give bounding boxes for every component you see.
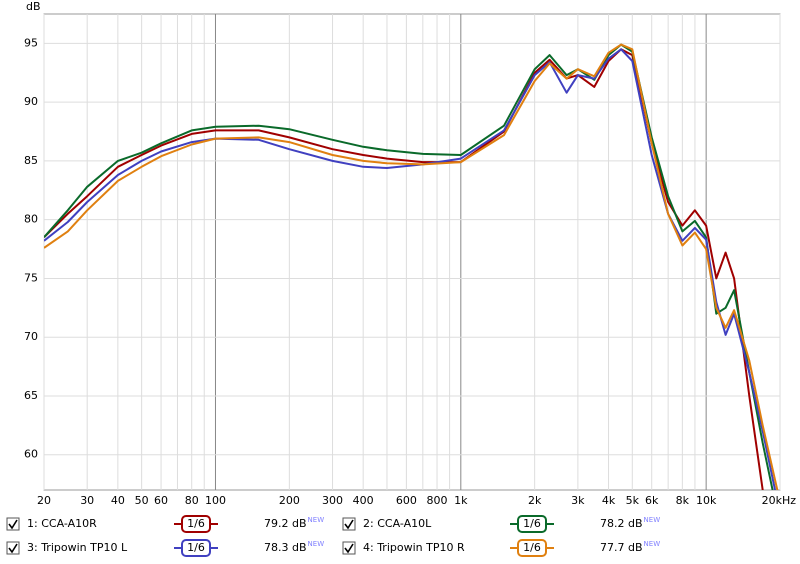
x-tick-label: 40 <box>111 494 125 507</box>
x-tick-label: 2k <box>528 494 542 507</box>
x-tick-label: 80 <box>185 494 199 507</box>
legend-badge: NEW <box>308 516 325 524</box>
x-tick-label: 200 <box>279 494 300 507</box>
x-tick-label: 10k <box>696 494 717 507</box>
x-tick-label: 300 <box>322 494 343 507</box>
x-tick-label: 20 <box>37 494 51 507</box>
legend-level: 78.3 dB <box>264 541 307 554</box>
y-tick-label: 85 <box>24 154 38 167</box>
smoothing-box[interactable] <box>517 515 547 533</box>
y-tick-label: 75 <box>24 271 38 284</box>
y-tick-label: 65 <box>24 389 38 402</box>
x-tick-label: 60 <box>154 494 168 507</box>
legend-name: 1: CCA-A10R <box>27 517 97 530</box>
x-tick-label: 20kHz <box>762 494 797 507</box>
x-tick-label: 400 <box>353 494 374 507</box>
legend-checkbox[interactable] <box>342 517 356 531</box>
x-tick-label: 800 <box>427 494 448 507</box>
y-tick-label: 80 <box>24 213 38 226</box>
check-mark <box>344 543 354 554</box>
legend-checkbox[interactable] <box>342 541 356 555</box>
legend-badge: NEW <box>308 540 325 548</box>
smoothing-label: 1/6 <box>523 517 541 530</box>
legend-checkbox[interactable] <box>6 541 20 555</box>
legend-level: 77.7 dB <box>600 541 643 554</box>
smoothing-label: 1/6 <box>187 517 205 530</box>
plot-area <box>43 13 781 491</box>
series-line <box>44 48 764 490</box>
smoothing-box[interactable] <box>517 539 547 557</box>
x-tick-label: 30 <box>80 494 94 507</box>
legend-level: 79.2 dB <box>264 517 307 530</box>
series-line <box>44 43 779 490</box>
legend-badge: NEW <box>644 516 661 524</box>
legend-name: 2: CCA-A10L <box>363 517 432 530</box>
check-mark <box>8 543 18 554</box>
smoothing-label: 1/6 <box>187 541 205 554</box>
legend-name: 3: Tripowin TP10 L <box>27 541 128 554</box>
y-axis-label: dB <box>26 0 41 13</box>
y-tick-label: 90 <box>24 95 38 108</box>
y-tick-label: 70 <box>24 330 38 343</box>
legend-level: 78.2 dB <box>600 517 643 530</box>
x-tick-label: 6k <box>645 494 659 507</box>
x-tick-label: 8k <box>676 494 690 507</box>
x-tick-label: 3k <box>571 494 585 507</box>
smoothing-label: 1/6 <box>523 541 541 554</box>
x-tick-label: 600 <box>396 494 417 507</box>
smoothing-box[interactable] <box>181 539 211 557</box>
y-tick-label: 60 <box>24 448 38 461</box>
legend-checkbox[interactable] <box>6 517 20 531</box>
x-tick-label: 100 <box>205 494 226 507</box>
legend-name: 4: Tripowin TP10 R <box>363 541 465 554</box>
x-tick-label: 50 <box>135 494 149 507</box>
x-tick-label: 5k <box>626 494 640 507</box>
x-tick-label: 1k <box>454 494 468 507</box>
smoothing-box[interactable] <box>181 515 211 533</box>
y-tick-label: 95 <box>24 36 38 49</box>
legend-badge: NEW <box>644 540 661 548</box>
x-tick-label: 4k <box>602 494 616 507</box>
check-mark <box>8 519 18 530</box>
check-mark <box>344 519 354 530</box>
series-line <box>44 48 777 490</box>
